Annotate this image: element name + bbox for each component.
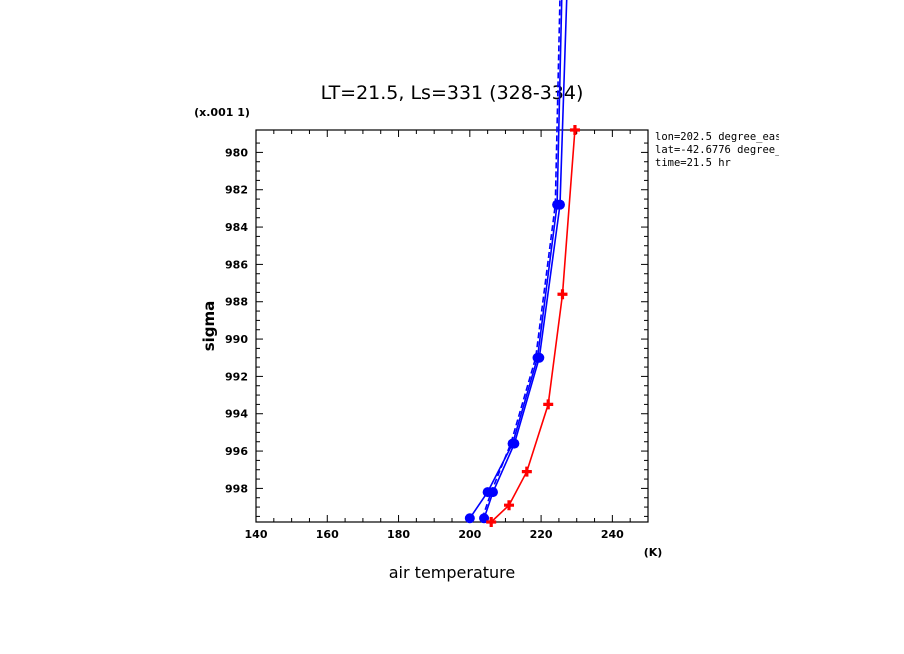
- y-tick-label: 980: [225, 146, 248, 159]
- info-block: lon=202.5 degree_east lat=-42.6776 degre…: [655, 131, 813, 169]
- x-tick-label: 220: [530, 528, 553, 541]
- x-tick-label: 180: [387, 528, 410, 541]
- y-tick-label: 998: [225, 482, 248, 495]
- x-tick-label: 200: [458, 528, 481, 541]
- y-tick-label: 990: [225, 333, 248, 346]
- y-unit-label: (x.001 1): [194, 106, 250, 119]
- y-tick-label: 994: [225, 408, 248, 421]
- info-clip-mask: [779, 128, 904, 173]
- chart-title: LT=21.5, Ls=331 (328-334): [321, 82, 584, 104]
- y-tick-label: 984: [225, 221, 248, 234]
- y-tick-label: 992: [225, 370, 248, 383]
- y-tick-label: 982: [225, 184, 248, 197]
- data-point: [543, 399, 554, 410]
- series-line: [490, 129, 576, 523]
- x-tick-label: 240: [601, 528, 624, 541]
- axes: 140 160 180 200 220 240 980 982 984 986 988 990 992 9…: [225, 129, 649, 541]
- data-point: [486, 517, 497, 527]
- y-axis-label: sigma: [200, 301, 218, 352]
- data-point: [569, 125, 580, 135]
- x-axis-label: air temperature: [389, 563, 515, 582]
- data-point: [557, 289, 568, 300]
- info-time: time=21.5 hr: [655, 157, 731, 169]
- data-point: [487, 487, 498, 498]
- series-line: [481, 0, 561, 519]
- x-tick-label: 140: [245, 528, 268, 541]
- y-tick-label: 986: [225, 258, 248, 271]
- y-tick-label: 996: [225, 445, 248, 458]
- plot-frame: [255, 129, 649, 523]
- x-tick-label: 160: [316, 528, 339, 541]
- series-3: [481, 0, 561, 519]
- info-lat: lat=-42.6776 degree_north: [655, 144, 813, 156]
- info-lon: lon=202.5 degree_east: [655, 131, 788, 143]
- x-unit-label: (K): [644, 546, 663, 559]
- data-point: [504, 500, 515, 511]
- data-point: [554, 199, 565, 210]
- series-line: [469, 0, 563, 519]
- data-point: [521, 466, 532, 477]
- series-line: [483, 0, 568, 519]
- data-point: [464, 513, 475, 524]
- series-2: [479, 0, 568, 524]
- y-tick-label: 988: [225, 296, 248, 309]
- series-4: [486, 125, 580, 527]
- series-layer: [464, 0, 580, 527]
- data-point: [509, 438, 520, 449]
